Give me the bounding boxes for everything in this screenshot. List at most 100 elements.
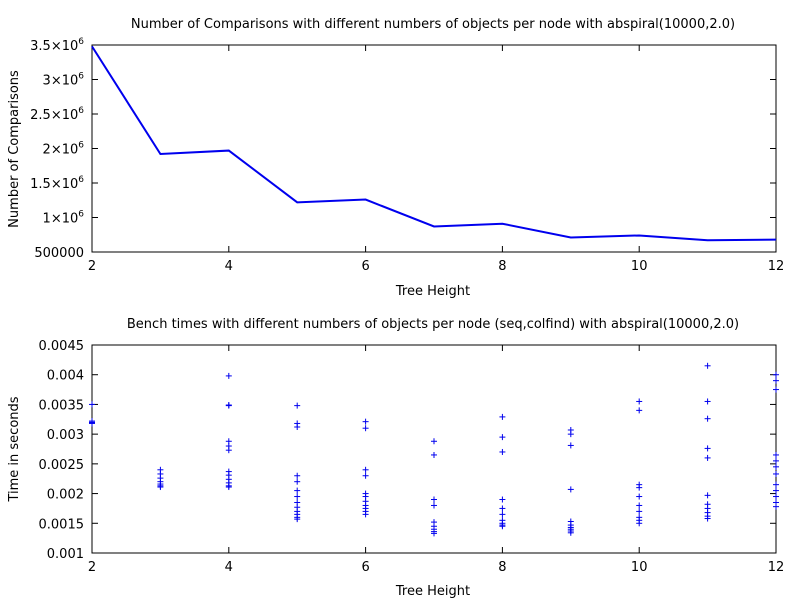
- chart-1-y-tick-exponent: 6: [78, 141, 84, 151]
- bench-time-point: [499, 523, 506, 530]
- bench-time-point: [567, 431, 574, 438]
- bench-time-point: [704, 362, 711, 369]
- chart-2-x-tick-label: 2: [88, 560, 96, 575]
- bench-time-point: [773, 470, 779, 477]
- chart-2-y-tick-label: 0.0035: [39, 398, 85, 413]
- bench-time-point: [362, 511, 369, 518]
- bench-time-point: [294, 493, 301, 500]
- bench-time-point: [294, 472, 301, 479]
- bench-time-point: [431, 438, 437, 445]
- bench-time-point: [362, 418, 369, 425]
- chart-1-y-tick-label: 1.5×106: [30, 175, 84, 192]
- bench-time-point: [431, 496, 437, 503]
- bench-time-point: [636, 493, 643, 500]
- chart-2-title: Bench times with different numbers of ob…: [127, 317, 739, 332]
- chart-1-y-ticks: 3.5×1063×1062.5×1062×1061.5×1061×1065000…: [30, 37, 776, 261]
- chart-1-y-tick-mantissa: 3.5×10: [30, 39, 78, 54]
- chart-2-x-tick-label: 6: [361, 560, 369, 575]
- chart-2-y-axis-label: Time in seconds: [7, 396, 22, 502]
- bench-time-point: [773, 503, 779, 510]
- chart-2-plot-frame: [91, 344, 777, 554]
- bench-time-point: [636, 520, 643, 527]
- chart-1-y-tick-mantissa: 500000: [34, 246, 84, 261]
- chart-1-y-tick-exponent: 6: [78, 37, 84, 47]
- bench-time-point: [225, 372, 232, 379]
- bench-times-scatter-chart: Bench times with different numbers of ob…: [7, 317, 784, 599]
- bench-time-point: [636, 398, 643, 405]
- chart-2-x-tick-label: 4: [225, 560, 233, 575]
- bench-time-point: [89, 401, 95, 408]
- chart-2-y-tick-label: 0.0025: [39, 458, 85, 473]
- bench-time-point: [294, 487, 301, 494]
- chart-2-y-tick-label: 0.004: [47, 369, 84, 384]
- chart-1-y-tick-exponent: 6: [78, 72, 84, 82]
- bench-time-point: [773, 457, 779, 464]
- bench-time-point: [567, 529, 574, 536]
- bench-time-point: [773, 463, 779, 470]
- chart-1-y-axis-label: Number of Comparisons: [7, 70, 22, 228]
- bench-time-point: [567, 442, 574, 449]
- bench-time-point: [499, 448, 506, 455]
- chart-2-y-tick-label: 0.003: [47, 428, 84, 443]
- bench-time-point: [431, 502, 437, 509]
- bench-time-point: [499, 505, 506, 512]
- chart-1-y-tick-exponent: 6: [78, 175, 84, 185]
- bench-time-point: [499, 511, 506, 518]
- chart-1-y-tick-label: 3.5×106: [30, 37, 84, 54]
- bench-time-point: [773, 371, 779, 378]
- chart-1-y-tick-label: 1×106: [43, 210, 85, 227]
- chart-1-y-tick-label: 3×106: [43, 72, 85, 89]
- bench-time-point: [636, 484, 643, 491]
- bench-time-point: [499, 434, 506, 441]
- chart-2-x-tick-label: 12: [768, 560, 785, 575]
- bench-time-point: [294, 402, 301, 409]
- chart-1-x-tick-label: 2: [88, 259, 96, 274]
- chart-2-x-tick-label: 10: [631, 560, 648, 575]
- chart-2-y-tick-label: 0.0015: [39, 517, 85, 532]
- chart-1-x-axis-label: Tree Height: [395, 284, 470, 299]
- bench-time-point: [499, 413, 506, 420]
- bench-time-point: [157, 484, 164, 491]
- chart-1-series: [91, 45, 777, 242]
- chart-1-y-tick-label: 500000: [34, 246, 84, 261]
- chart-2-y-tick-label: 0.001: [47, 547, 84, 562]
- chart-2-x-axis-label: Tree Height: [395, 584, 470, 599]
- chart-1-plot-frame: [91, 44, 777, 253]
- chart-1-x-tick-label: 6: [361, 259, 369, 274]
- bench-time-point: [294, 478, 301, 485]
- chart-1-x-tick-label: 12: [768, 259, 785, 274]
- bench-time-point: [362, 472, 369, 479]
- chart-1-x-ticks: 2 4 6 8 10 12: [88, 45, 784, 274]
- chart-1-y-tick-label: 2.5×106: [30, 106, 84, 123]
- chart-1-x-tick-label: 10: [631, 259, 648, 274]
- bench-time-point: [89, 420, 95, 427]
- chart-1-y-tick-mantissa: 2×10: [43, 143, 79, 158]
- bench-time-point: [773, 377, 779, 384]
- chart-1-y-tick-mantissa: 1×10: [43, 212, 79, 227]
- bench-time-point: [704, 398, 711, 405]
- bench-time-point: [773, 493, 779, 500]
- bench-time-point: [636, 407, 643, 414]
- chart-1-x-tick-label: 4: [225, 259, 233, 274]
- chart-1-y-tick-mantissa: 2.5×10: [30, 108, 78, 123]
- chart-1-title: Number of Comparisons with different num…: [131, 17, 735, 32]
- bench-time-point: [294, 424, 301, 431]
- bench-time-point: [225, 447, 232, 454]
- comparisons-series-line: [91, 45, 777, 242]
- chart-2-y-tick-label: 0.002: [47, 488, 84, 503]
- chart-2-y-ticks: 0.0045 0.004 0.0035 0.003 0.0025 0.002 0.0015 0…: [39, 339, 776, 562]
- chart-2-series: [89, 362, 779, 537]
- bench-time-point: [773, 386, 779, 393]
- chart-1-y-tick-mantissa: 3×10: [43, 74, 79, 89]
- bench-time-point: [225, 484, 232, 491]
- chart-1-y-tick-exponent: 6: [78, 106, 84, 116]
- bench-time-point: [704, 492, 711, 499]
- bench-time-point: [431, 451, 437, 458]
- chart-1-y-tick-exponent: 6: [78, 210, 84, 220]
- bench-time-point: [362, 466, 369, 473]
- bench-time-point: [225, 402, 232, 409]
- chart-1-y-tick-mantissa: 1.5×10: [30, 177, 78, 192]
- bench-time-point: [773, 481, 779, 488]
- bench-time-point: [773, 487, 779, 494]
